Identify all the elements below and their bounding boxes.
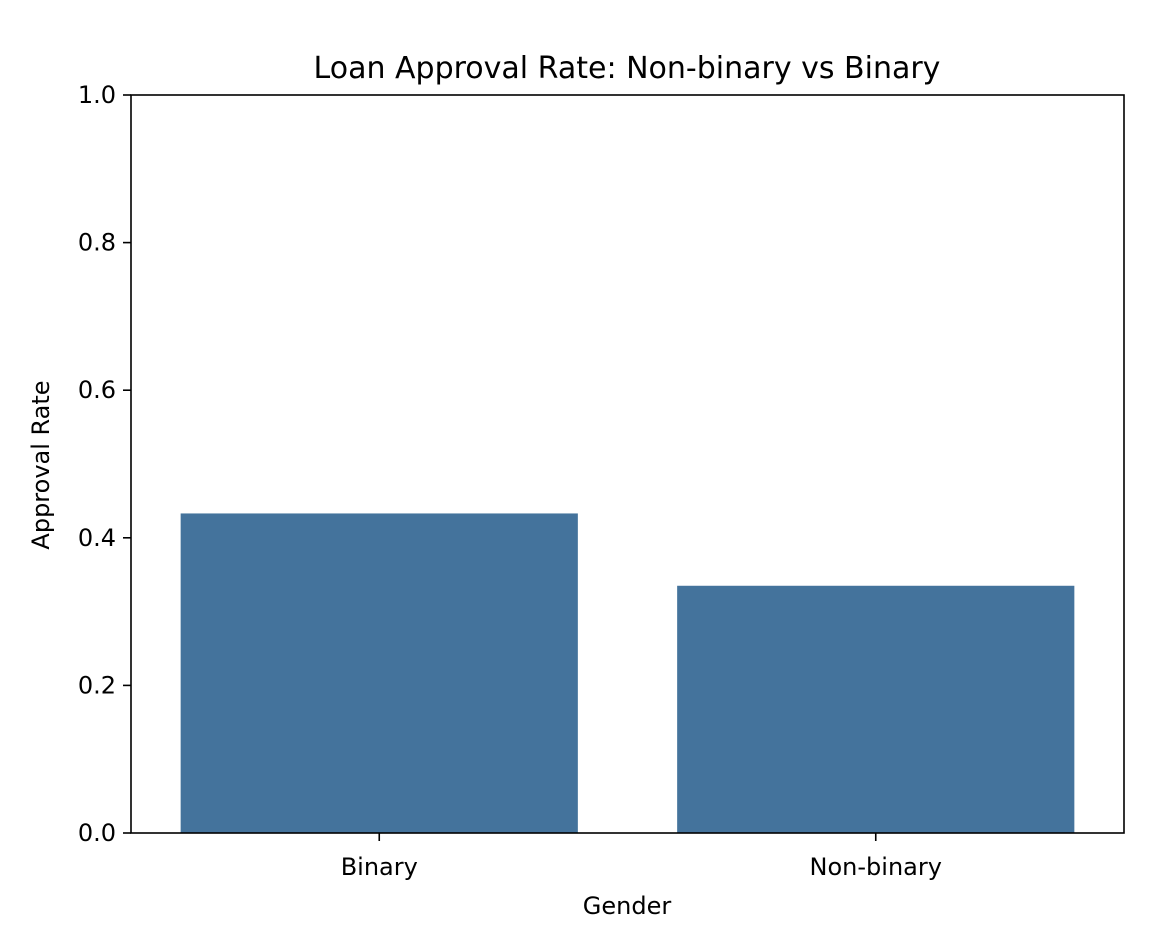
plot-frame (130, 94, 1125, 834)
bars (180, 513, 1075, 833)
x-axis-label: Gender (583, 892, 672, 920)
chart-title: Loan Approval Rate: Non-binary vs Binary (314, 51, 941, 86)
y-tick-label: 0.6 (78, 376, 116, 404)
y-tick-label: 0.2 (78, 671, 116, 699)
bar-binary (180, 513, 578, 833)
y-axis-label: Approval Rate (27, 380, 55, 549)
y-tick-label: 0.0 (78, 819, 116, 847)
y-tick-label: 0.4 (78, 524, 116, 552)
y-tick-label: 0.8 (78, 229, 116, 257)
bar-non-binary (677, 585, 1075, 833)
x-tick-label: Non-binary (810, 853, 942, 881)
y-axis-ticks: 0.0 0.2 0.4 0.6 0.8 1.0 (78, 81, 131, 847)
x-tick-label: Binary (341, 853, 418, 881)
y-tick-label: 1.0 (78, 81, 116, 109)
x-axis-ticks: Binary Non-binary (341, 833, 942, 881)
